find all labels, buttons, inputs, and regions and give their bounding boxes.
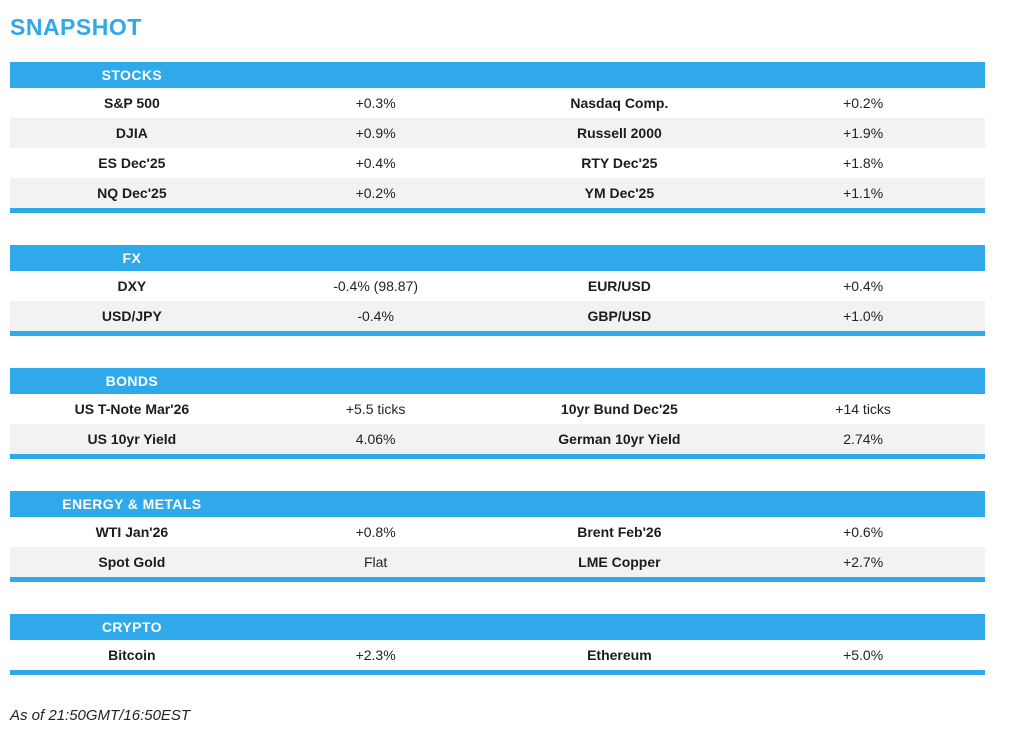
instrument-value: +0.3% xyxy=(355,95,396,111)
table-row: US T-Note Mar'26 +5.5 ticks 10yr Bund Dec'… xyxy=(10,394,985,424)
instrument-value: +2.7% xyxy=(843,554,884,570)
instrument-value: +0.2% xyxy=(843,95,884,111)
instrument-label: ES Dec'25 xyxy=(98,155,166,171)
table-row: NQ Dec'25 +0.2% YM Dec'25 +1.1% xyxy=(10,178,985,208)
instrument-value: +1.9% xyxy=(843,125,884,141)
section-bonds: BONDS US T-Note Mar'26 +5.5 ticks 10yr Bund… xyxy=(10,368,985,459)
instrument-label: LME Copper xyxy=(578,554,661,570)
table-row: USD/JPY -0.4% GBP/USD +1.0% xyxy=(10,301,985,331)
instrument-value: +5.0% xyxy=(843,647,884,663)
instrument-value: -0.4% (98.87) xyxy=(333,278,419,294)
page-title: SNAPSHOT xyxy=(10,14,142,40)
table-row: ES Dec'25 +0.4% RTY Dec'25 +1.8% xyxy=(10,148,985,178)
section-header: FX xyxy=(10,245,985,271)
table-row: US 10yr Yield 4.06% German 10yr Yield 2.74% xyxy=(10,424,985,454)
instrument-label: Russell 2000 xyxy=(576,125,662,141)
instrument-value: +0.4% xyxy=(843,278,884,294)
instrument-value: +0.6% xyxy=(843,524,884,540)
instrument-value: -0.4% xyxy=(357,308,394,324)
instrument-value: +2.3% xyxy=(355,647,396,663)
instrument-value: +1.8% xyxy=(843,155,884,171)
instrument-label: WTI Jan'26 xyxy=(95,524,169,540)
instrument-label: German 10yr Yield xyxy=(558,431,681,447)
section-header: BONDS xyxy=(10,368,985,394)
section-title: FX xyxy=(122,250,142,266)
section-header: STOCKS xyxy=(10,62,985,88)
instrument-label: Brent Feb'26 xyxy=(577,524,662,540)
section-title: ENERGY & METALS xyxy=(62,496,202,512)
instrument-label: USD/JPY xyxy=(101,308,162,324)
instrument-label: Ethereum xyxy=(587,647,652,663)
instrument-label: EUR/USD xyxy=(587,278,651,294)
instrument-label: YM Dec'25 xyxy=(584,185,655,201)
instrument-label: Bitcoin xyxy=(108,647,156,663)
section-header: ENERGY & METALS xyxy=(10,491,985,517)
instrument-value: 4.06% xyxy=(355,431,396,447)
instrument-label: US T-Note Mar'26 xyxy=(74,401,190,417)
section-title: BONDS xyxy=(105,373,159,389)
instrument-label: S&P 500 xyxy=(103,95,160,111)
instrument-value: +0.2% xyxy=(355,185,396,201)
instrument-label: Spot Gold xyxy=(98,554,166,570)
timestamp-note: As of 21:50GMT/16:50EST xyxy=(10,707,191,724)
instrument-value: 2.74% xyxy=(843,431,883,447)
instrument-label: US 10yr Yield xyxy=(87,431,177,447)
instrument-label: GBP/USD xyxy=(587,308,652,324)
table-row: WTI Jan'26 +0.8% Brent Feb'26 +0.6% xyxy=(10,517,985,547)
instrument-value: +0.4% xyxy=(355,155,396,171)
market-snapshot-tables: STOCKS S&P 500 +0.3% Nasdaq Comp. +0.2% DJIA +… xyxy=(10,62,1011,675)
section-energy-metals: ENERGY & METALS WTI Jan'26 +0.8% Brent Feb'… xyxy=(10,491,985,582)
instrument-value: +5.5 ticks xyxy=(345,401,406,417)
section-stocks: STOCKS S&P 500 +0.3% Nasdaq Comp. +0.2% DJIA +… xyxy=(10,62,985,213)
instrument-label: DXY xyxy=(117,278,147,294)
instrument-label: NQ Dec'25 xyxy=(97,185,167,201)
instrument-value: +1.1% xyxy=(843,185,884,201)
instrument-label: Nasdaq Comp. xyxy=(570,95,669,111)
table-row: Bitcoin +2.3% Ethereum +5.0% xyxy=(10,640,985,670)
instrument-label: DJIA xyxy=(115,125,148,141)
instrument-value: +14 ticks xyxy=(835,401,891,417)
instrument-value: +1.0% xyxy=(843,308,884,324)
table-row: DXY -0.4% (98.87) EUR/USD +0.4% xyxy=(10,271,985,301)
section-header: CRYPTO xyxy=(10,614,985,640)
instrument-value: +0.9% xyxy=(355,125,396,141)
instrument-value: Flat xyxy=(363,554,388,570)
table-row: Spot Gold Flat LME Copper +2.7% xyxy=(10,547,985,577)
table-row: DJIA +0.9% Russell 2000 +1.9% xyxy=(10,118,985,148)
instrument-label: 10yr Bund Dec'25 xyxy=(560,401,678,417)
table-row: S&P 500 +0.3% Nasdaq Comp. +0.2% xyxy=(10,88,985,118)
section-fx: FX DXY -0.4% (98.87) EUR/USD +0.4% USD/JPY -0.… xyxy=(10,245,985,336)
section-title: CRYPTO xyxy=(101,619,162,635)
section-title: STOCKS xyxy=(101,67,163,83)
section-crypto: CRYPTO Bitcoin +2.3% Ethereum +5.0% xyxy=(10,614,985,675)
instrument-label: RTY Dec'25 xyxy=(581,155,658,171)
instrument-value: +0.8% xyxy=(355,524,396,540)
